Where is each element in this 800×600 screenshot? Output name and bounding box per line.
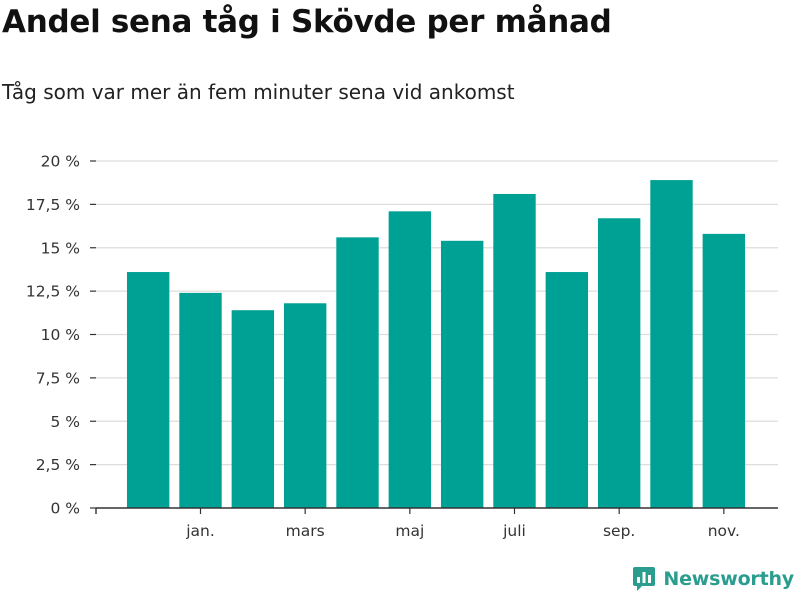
bar-sep (597, 218, 641, 508)
newsworthy-brand: Newsworthy (632, 566, 794, 592)
bar-aug (545, 272, 589, 508)
x-tick-label: sep. (603, 522, 635, 540)
y-tick-label: 17,5 % (26, 196, 80, 214)
bar-dec (126, 272, 170, 508)
bar-apr (336, 237, 379, 508)
bar-juli (493, 193, 536, 508)
y-tick-label: 20 % (41, 153, 80, 171)
x-tick-label: nov. (708, 522, 740, 540)
bar-maj (388, 211, 432, 508)
y-tick-label: 7,5 % (36, 369, 80, 387)
bar-juni (440, 240, 484, 508)
bars (126, 180, 746, 508)
x-tick-label: juli (502, 522, 526, 540)
axes: 0 % 2,5 % 5 % 7,5 % 10 % 12,5 % 15 % 17,5 % 20 %… (26, 153, 778, 540)
y-tick-label: 2,5 % (36, 456, 80, 474)
y-tick-label: 5 % (50, 413, 80, 431)
bar-okt (650, 180, 693, 508)
x-tick-label: maj (395, 522, 424, 540)
bar-jan (179, 292, 222, 508)
y-tick-label: 0 % (50, 500, 80, 518)
chart-subtitle: Tåg som var mer än fem minuter sena vid … (2, 80, 515, 104)
x-tick-label: mars (286, 522, 325, 540)
bar-mars (283, 303, 327, 508)
y-tick-label: 12,5 % (26, 283, 80, 301)
y-tick-label: 15 % (41, 239, 80, 257)
x-tick-label: jan. (185, 522, 215, 540)
bar-feb (231, 310, 275, 508)
y-tick-label: 10 % (41, 326, 80, 344)
bar-nov (702, 233, 746, 508)
brand-name: Newsworthy (663, 568, 794, 590)
newsworthy-logo-icon (633, 567, 656, 591)
chart-title: Andel sena tåg i Skövde per månad (2, 4, 612, 40)
